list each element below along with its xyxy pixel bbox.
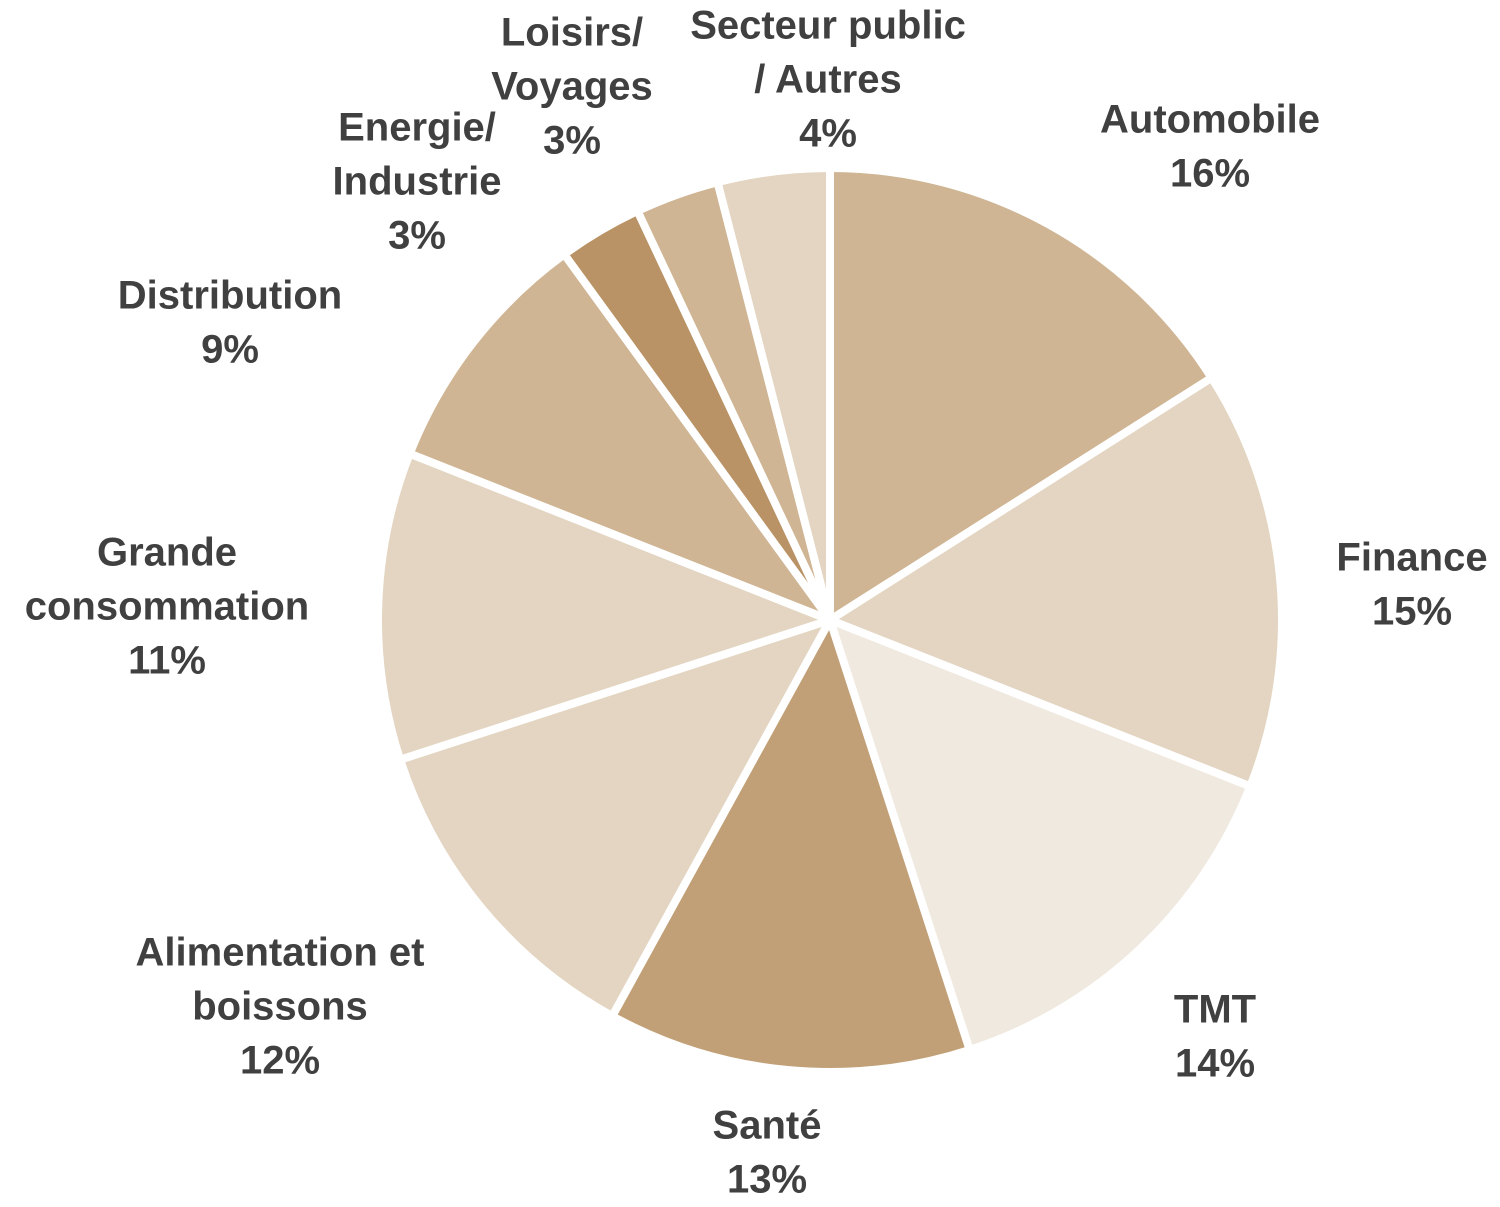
pie-slice [826,373,1287,791]
slice-value-label: 12% [240,1039,320,1083]
pie-slice [608,616,974,1076]
slice-label: boissons [192,985,368,1029]
slice-label: Grande [97,531,237,575]
slice-value-label: 3% [543,119,601,163]
slice-label: Finance [1336,536,1487,580]
slice-label: Industrie [333,160,502,204]
slice-value-label: 3% [388,214,446,258]
pie-slice [826,164,1216,624]
slice-label: consommation [25,585,309,629]
pie-slice [374,449,834,764]
slice-value-label: 11% [128,639,206,683]
slice-value-label: 9% [201,328,259,372]
slice-label: / Autres [754,58,901,102]
slice-label: Santé [713,1104,822,1148]
slice-value-label: 4% [799,112,857,156]
pie-slice [713,164,834,624]
slice-label: TMT [1174,988,1256,1032]
slice-label: Distribution [118,274,342,318]
slice-label: Energie/ [338,106,496,150]
slice-value-label: 13% [727,1158,807,1202]
slice-value-label: 15% [1372,590,1452,634]
pie-slice [396,616,834,1021]
slice-label: Alimentation et [136,931,425,975]
slice-value-label: 16% [1170,152,1250,196]
slice-label: Voyages [491,65,653,109]
slice-label: Loisirs/ [501,11,643,55]
slice-value-label: 14% [1175,1042,1255,1086]
pie-slice [405,250,834,624]
slice-label: Automobile [1100,98,1320,142]
slice-label: Secteur public [690,4,966,48]
